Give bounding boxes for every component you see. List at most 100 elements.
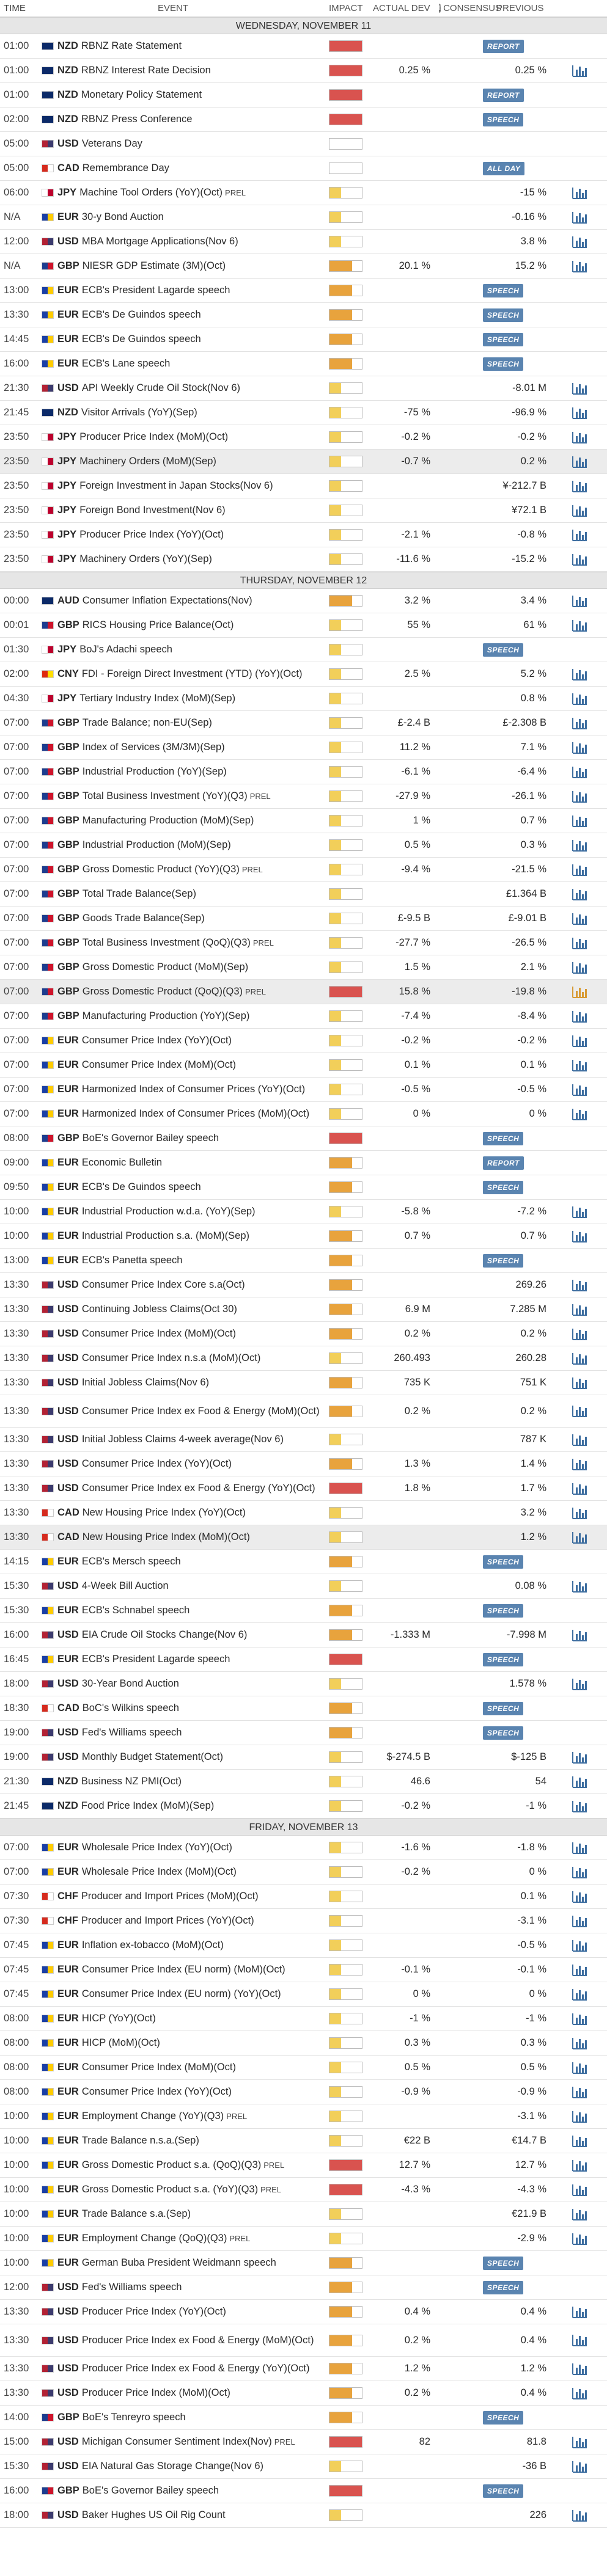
event-name[interactable]: FDI - Foreign Direct Investment (YTD) (Y… [81,668,303,679]
event-name[interactable]: Consumer Price Index Core s.a(Oct) [81,1279,245,1290]
table-row[interactable]: 06:00 JPY Machine Tool Orders (YoY)(Oct) PR… [0,181,607,205]
header-impact[interactable]: IMPACT [329,3,363,13]
event-name[interactable]: Total Business Investment (QoQ)(Q3) PREL [82,937,274,948]
event-cell[interactable]: EUR German Buba President Weidmann speech [42,2257,329,2269]
event-cell[interactable]: GBP Industrial Production (YoY)(Sep) [42,766,329,778]
chart-icon[interactable] [572,1751,587,1764]
event-name[interactable]: Industrial Production w.d.a. (YoY)(Sep) [81,1206,256,1217]
table-row[interactable]: 07:00 GBP Manufacturing Production (YoY)(S… [0,1004,607,1029]
event-name[interactable]: Wholesale Price Index (YoY)(Oct) [81,1842,232,1853]
event-cell[interactable]: EUR Trade Balance s.a.(Sep) [42,2208,329,2220]
chart-icon[interactable] [572,765,587,779]
chart-icon[interactable] [572,741,587,754]
table-row[interactable]: 13:30 CAD New Housing Price Index (MoM)(Oc… [0,1525,607,1550]
table-row[interactable]: 08:00 EUR Consumer Price Index (MoM)(Oct) 0… [0,2056,607,2080]
event-name[interactable]: EIA Crude Oil Stocks Change(Nov 6) [81,1629,248,1640]
table-row[interactable]: 13:30 USD Producer Price Index ex Food & E… [0,2357,607,2381]
table-row[interactable]: 08:00 EUR HICP (MoM)(Oct) 0.3 % 0.3 % [0,2031,607,2056]
event-name[interactable]: Food Price Index (MoM)(Sep) [81,1800,215,1811]
event-name[interactable]: Fed's Williams speech [81,1727,182,1738]
event-name[interactable]: BoC's Wilkins speech [82,1702,179,1713]
table-row[interactable]: 16:45 EUR ECB's President Lagarde speech SP… [0,1647,607,1672]
chart-icon[interactable] [572,594,587,608]
event-name[interactable]: Producer Price Index ex Food & Energy (Y… [81,2363,310,2374]
event-cell[interactable]: NZD RBNZ Interest Rate Decision [42,65,329,76]
chart-icon[interactable] [572,1677,587,1691]
event-cell[interactable]: JPY Machine Tool Orders (YoY)(Oct) PREL [42,187,329,199]
event-name[interactable]: Consumer Price Index ex Food & Energy (Y… [81,1483,315,1494]
event-name[interactable]: Consumer Price Index (MoM)(Oct) [81,1328,236,1339]
event-name[interactable]: Remembrance Day [82,162,169,173]
chart-icon[interactable] [572,528,587,542]
event-name[interactable]: Consumer Price Index (YoY)(Oct) [81,2086,232,2097]
event-name[interactable]: Foreign Investment in Japan Stocks(Nov 6… [79,480,273,491]
chart-icon[interactable] [572,1404,587,1418]
table-row[interactable]: 07:00 EUR Consumer Price Index (YoY)(Oct) -… [0,1029,607,1053]
event-cell[interactable]: EUR Consumer Price Index (EU norm) (MoM)(… [42,1964,329,1976]
chart-icon[interactable] [572,1279,587,1292]
event-cell[interactable]: GBP Goods Trade Balance(Sep) [42,913,329,924]
event-cell[interactable]: GBP Manufacturing Production (YoY)(Sep) [42,1010,329,1022]
event-name[interactable]: Baker Hughes US Oil Rig Count [81,2509,226,2520]
event-cell[interactable]: NZD RBNZ Rate Statement [42,40,329,52]
table-row[interactable]: 00:01 GBP RICS Housing Price Balance(Oct) 5… [0,613,607,638]
event-name[interactable]: Trade Balance n.s.a.(Sep) [81,2135,199,2146]
header-event[interactable]: EVENT [157,3,188,13]
event-name[interactable]: New Housing Price Index (MoM)(Oct) [82,1531,250,1542]
chart-icon[interactable] [572,1059,587,1072]
table-row[interactable]: 07:00 GBP Total Business Investment (YoY)(… [0,784,607,809]
event-cell[interactable]: NZD Food Price Index (MoM)(Sep) [42,1800,329,1812]
event-name[interactable]: ECB's Panetta speech [81,1255,183,1266]
table-row[interactable]: 01:30 JPY BoJ's Adachi speech SPEECH [0,638,607,662]
chart-icon[interactable] [572,2159,587,2172]
chart-icon[interactable] [572,480,587,493]
chart-icon[interactable] [572,2387,587,2400]
chart-icon[interactable] [572,912,587,925]
chart-icon[interactable] [572,211,587,224]
event-name[interactable]: New Housing Price Index (YoY)(Oct) [82,1507,246,1518]
event-name[interactable]: Veterans Day [81,138,142,149]
table-row[interactable]: 23:50 JPY Producer Price Index (MoM)(Oct) -… [0,425,607,450]
event-cell[interactable]: CAD BoC's Wilkins speech [42,1702,329,1714]
event-cell[interactable]: USD Consumer Price Index ex Food & Energy… [42,1483,329,1494]
table-row[interactable]: 14:00 GBP BoE's Tenreyro speech SPEECH [0,2406,607,2430]
event-name[interactable]: ECB's Mersch speech [81,1556,181,1567]
table-row[interactable]: 13:30 EUR ECB's De Guindos speech SPEECH [0,303,607,327]
event-cell[interactable]: JPY Foreign Investment in Japan Stocks(No… [42,480,329,492]
chart-icon[interactable] [572,64,587,78]
event-name[interactable]: BoE's Tenreyro speech [82,2412,186,2423]
event-name[interactable]: ECB's De Guindos speech [81,1181,201,1192]
table-row[interactable]: 07:45 EUR Consumer Price Index (EU norm) (… [0,1982,607,2007]
event-cell[interactable]: GBP BoE's Governor Bailey speech [42,1133,329,1144]
event-name[interactable]: Industrial Production (YoY)(Sep) [82,766,227,777]
event-name[interactable]: RICS Housing Price Balance(Oct) [82,619,234,630]
event-cell[interactable]: USD Initial Jobless Claims 4-week average… [42,1434,329,1445]
event-cell[interactable]: NZD RBNZ Press Conference [42,114,329,125]
event-name[interactable]: Total Business Investment (YoY)(Q3) PREL [82,790,271,801]
event-name[interactable]: ECB's President Lagarde speech [81,1654,230,1665]
event-cell[interactable]: JPY Producer Price Index (MoM)(Oct) [42,431,329,443]
event-cell[interactable]: EUR Consumer Price Index (MoM)(Oct) [42,2062,329,2073]
event-name[interactable]: BoE's Governor Bailey speech [82,2485,219,2496]
event-name[interactable]: Continuing Jobless Claims(Oct 30) [81,1304,237,1315]
event-cell[interactable]: USD API Weekly Crude Oil Stock(Nov 6) [42,382,329,394]
table-row[interactable]: 10:00 EUR Gross Domestic Product s.a. (YoY… [0,2178,607,2202]
table-row[interactable]: 10:00 EUR German Buba President Weidmann s… [0,2251,607,2275]
event-cell[interactable]: EUR Harmonized Index of Consumer Prices (… [42,1108,329,1120]
event-cell[interactable]: EUR Harmonized Index of Consumer Prices (… [42,1084,329,1095]
chart-icon[interactable] [572,1107,587,1121]
table-row[interactable]: 18:00 USD Baker Hughes US Oil Rig Count 226 [0,2503,607,2528]
table-row[interactable]: 13:30 USD Consumer Price Index Core s.a(Oc… [0,1273,607,1297]
event-name[interactable]: Total Trade Balance(Sep) [82,888,196,899]
table-row[interactable]: 16:00 USD EIA Crude Oil Stocks Change(Nov … [0,1623,607,1647]
event-name[interactable]: Visitor Arrivals (YoY)(Sep) [81,407,197,418]
event-name[interactable]: Consumer Inflation Expectations(Nov) [82,595,252,606]
table-row[interactable]: 07:00 GBP Index of Services (3M/3M)(Sep) 11… [0,735,607,760]
event-name[interactable]: Consumer Price Index ex Food & Energy (M… [81,1405,320,1417]
table-row[interactable]: 23:50 JPY Machinery Orders (YoY)(Sep) -11.6… [0,547,607,572]
event-cell[interactable]: EUR Industrial Production s.a. (MoM)(Sep) [42,1230,329,1242]
event-cell[interactable]: CHF Producer and Import Prices (YoY)(Oct) [42,1915,329,1927]
chart-icon[interactable] [572,888,587,901]
table-row[interactable]: 19:00 USD Fed's Williams speech SPEECH [0,1721,607,1745]
event-name[interactable]: 4-Week Bill Auction [81,1580,169,1591]
